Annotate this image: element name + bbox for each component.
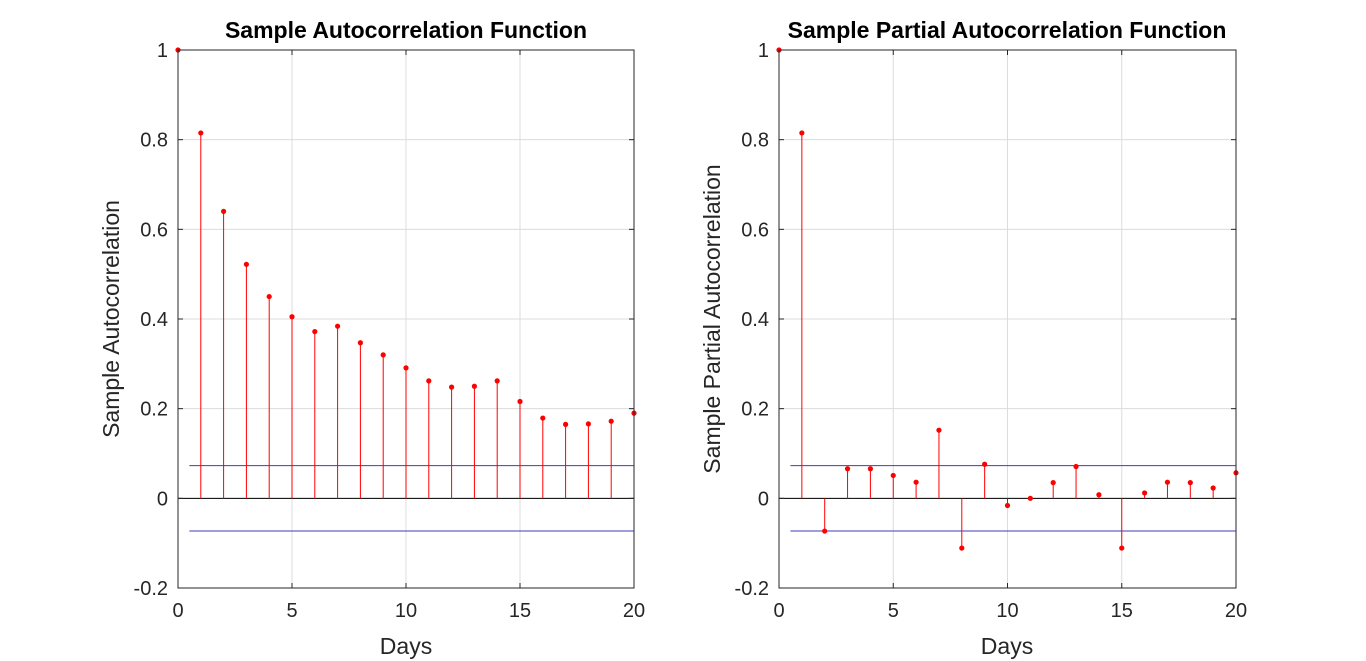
acf-markers bbox=[175, 47, 637, 427]
acf-ytick-label-5: 0.8 bbox=[140, 130, 168, 152]
acf-marker-17 bbox=[563, 421, 569, 427]
acf-marker-15 bbox=[517, 398, 523, 405]
acf-xtick-label-1: 5 bbox=[286, 600, 297, 622]
pacf-ytick-label-1: 0 bbox=[758, 488, 769, 510]
acf-marker-6 bbox=[312, 328, 318, 335]
acf-ytick-label-0: -0.2 bbox=[134, 578, 168, 600]
pacf-ylabel: Sample Partial Autocorrelation bbox=[699, 164, 725, 473]
acf-bounds bbox=[189, 465, 634, 532]
pacf-marker-12 bbox=[1050, 480, 1056, 486]
acf-ytick-label-1: 0 bbox=[157, 488, 168, 510]
acf-ytick-label-3: 0.4 bbox=[140, 309, 168, 331]
pacf-marker-17 bbox=[1164, 479, 1171, 485]
pacf-title: Sample Partial Autocorrelation Function bbox=[788, 17, 1227, 43]
acf-xtick-label-3: 15 bbox=[509, 600, 531, 622]
pacf-xtick-label-2: 10 bbox=[996, 600, 1018, 622]
acf-xlabel: Days bbox=[380, 633, 432, 659]
acf-marker-4 bbox=[266, 293, 272, 300]
pacf-bounds bbox=[790, 465, 1236, 532]
pacf-marker-18 bbox=[1187, 480, 1193, 486]
acf-xtick-label-4: 20 bbox=[623, 600, 645, 622]
acf-marker-10 bbox=[403, 365, 409, 371]
pacf-panel: Sample Partial Autocorrelation Function … bbox=[699, 17, 1247, 659]
pacf-ytick-label-2: 0.2 bbox=[741, 399, 769, 421]
acf-ytick-label-6: 1 bbox=[157, 40, 168, 62]
pacf-xtick-label-4: 20 bbox=[1225, 600, 1247, 622]
pacf-marker-6 bbox=[913, 479, 919, 485]
pacf-xtick-label-0: 0 bbox=[773, 600, 784, 622]
acf-marker-3 bbox=[243, 261, 249, 267]
acf-marker-14 bbox=[494, 378, 500, 384]
pacf-marker-7 bbox=[936, 427, 942, 433]
acf-marker-18 bbox=[585, 421, 592, 427]
pacf-marker-16 bbox=[1142, 490, 1148, 496]
acf-xtick-label-0: 0 bbox=[172, 600, 183, 622]
pacf-marker-5 bbox=[890, 472, 896, 479]
pacf-marker-8 bbox=[959, 545, 965, 551]
pacf-ytick-label-3: 0.4 bbox=[741, 309, 769, 331]
acf-marker-5 bbox=[289, 314, 295, 320]
pacf-xtick-labels: 0 5 10 15 20 bbox=[773, 600, 1247, 622]
pacf-xtick-label-3: 15 bbox=[1111, 600, 1133, 622]
acf-marker-19 bbox=[608, 418, 614, 424]
pacf-marker-1 bbox=[799, 130, 805, 136]
pacf-marker-4 bbox=[867, 466, 874, 472]
pacf-marker-13 bbox=[1073, 463, 1079, 470]
acf-panel: Sample Autocorrelation Function 0 5 10 15 20… bbox=[98, 17, 645, 659]
pacf-marker-2 bbox=[822, 528, 828, 534]
pacf-marker-10 bbox=[1004, 502, 1011, 509]
acf-marker-8 bbox=[357, 340, 363, 346]
pacf-ytick-labels: -0.2 0 0.2 0.4 0.6 0.8 1 bbox=[735, 40, 769, 600]
pacf-ytick-label-5: 0.8 bbox=[741, 130, 769, 152]
pacf-xtick-label-1: 5 bbox=[888, 600, 899, 622]
acf-marker-16 bbox=[540, 415, 546, 421]
pacf-ytick-label-0: -0.2 bbox=[735, 578, 769, 600]
pacf-marker-19 bbox=[1210, 485, 1216, 491]
acf-marker-9 bbox=[380, 352, 386, 358]
acf-xtick-labels: 0 5 10 15 20 bbox=[172, 600, 645, 622]
acf-title: Sample Autocorrelation Function bbox=[225, 17, 587, 43]
pacf-marker-3 bbox=[844, 466, 851, 472]
acf-marker-7 bbox=[335, 323, 341, 329]
acf-axes bbox=[177, 49, 635, 589]
pacf-marker-11 bbox=[1027, 495, 1033, 501]
acf-ytick-label-2: 0.2 bbox=[140, 399, 168, 421]
acf-marker-2 bbox=[221, 208, 227, 214]
pacf-marker-14 bbox=[1096, 492, 1102, 498]
acf-marker-11 bbox=[426, 378, 432, 384]
pacf-axes bbox=[778, 49, 1237, 589]
acf-ytick-labels: -0.2 0 0.2 0.4 0.6 0.8 1 bbox=[134, 40, 168, 600]
pacf-xlabel: Days bbox=[981, 633, 1033, 659]
acf-stems bbox=[177, 50, 635, 499]
acf-marker-13 bbox=[471, 383, 477, 389]
acf-ylabel: Sample Autocorrelation bbox=[98, 200, 124, 438]
pacf-marker-9 bbox=[982, 461, 988, 467]
acf-ytick-label-4: 0.6 bbox=[140, 219, 168, 241]
pacf-marker-15 bbox=[1119, 545, 1125, 551]
pacf-ytick-label-4: 0.6 bbox=[741, 219, 769, 241]
acf-xtick-label-2: 10 bbox=[395, 600, 417, 622]
acf-marker-1 bbox=[198, 130, 204, 136]
pacf-ytick-label-6: 1 bbox=[758, 40, 769, 62]
pacf-markers bbox=[776, 47, 1239, 551]
acf-marker-12 bbox=[449, 384, 455, 390]
